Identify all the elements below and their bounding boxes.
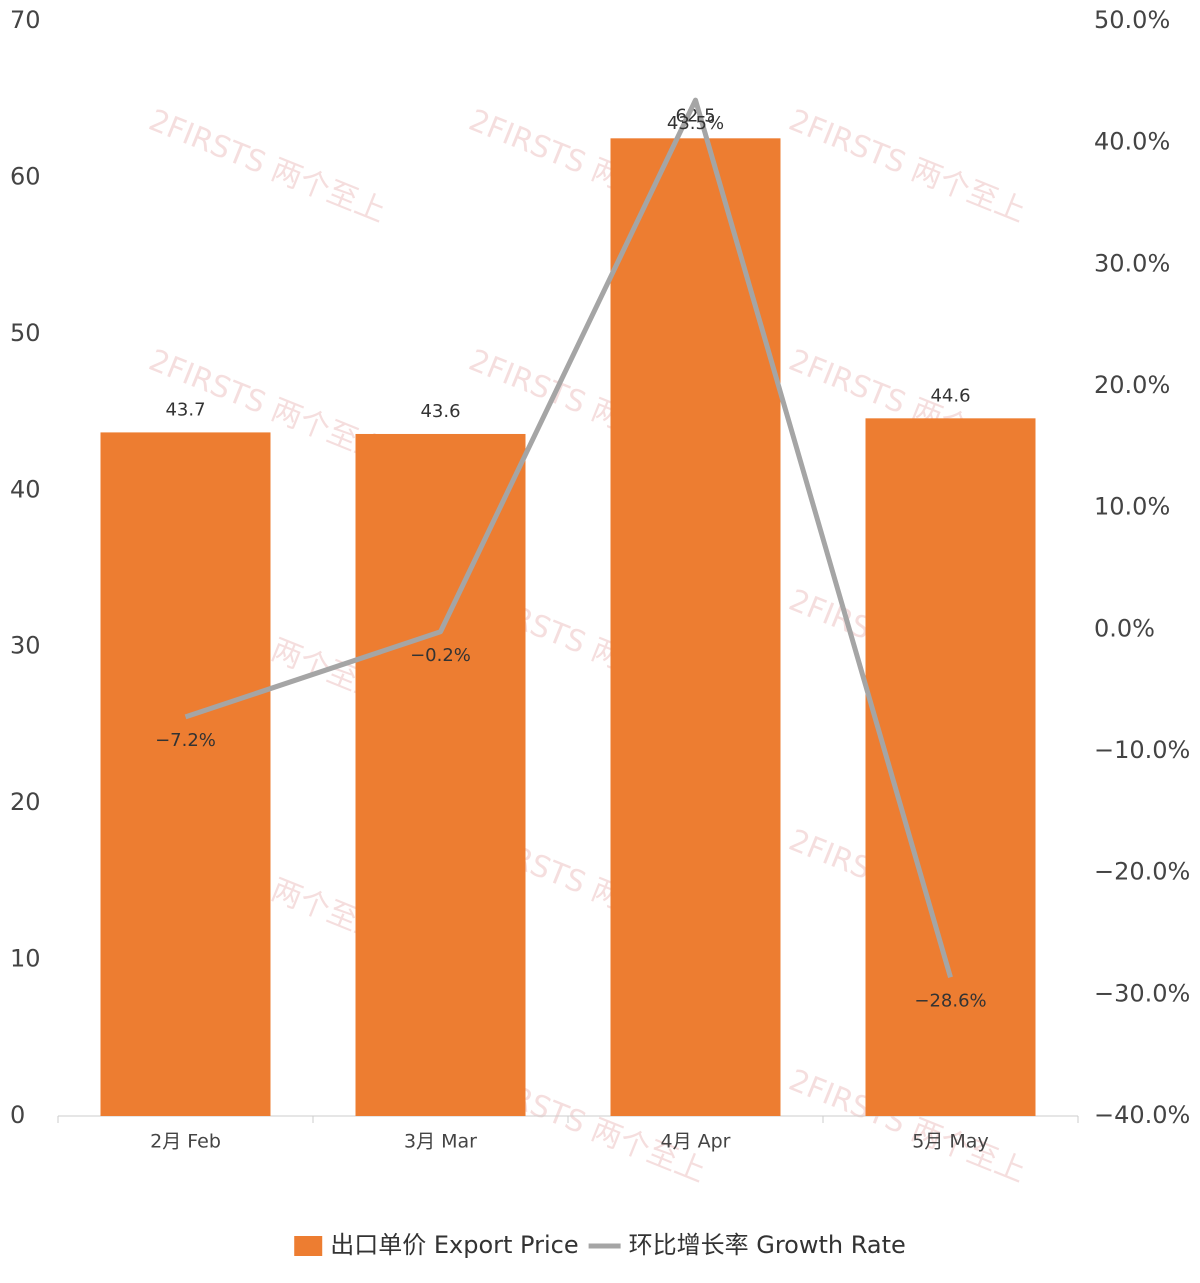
legend-swatch [294, 1236, 323, 1256]
y2-tick-label: 20.0% [1094, 371, 1170, 399]
x-tick-label: 3月 Mar [404, 1131, 477, 1153]
y2-tick-label: 50.0% [1094, 6, 1170, 34]
y2-tick-label: 40.0% [1094, 128, 1170, 156]
bar [865, 418, 1036, 1116]
y2-tick-label: 0.0% [1094, 614, 1155, 642]
line-value-label: −7.2% [155, 730, 216, 751]
y-tick-label: 10 [10, 945, 41, 973]
legend-label: 环比增长率 Growth Rate [629, 1231, 906, 1259]
line-value-label: −28.6% [914, 990, 986, 1011]
line [184, 97, 953, 978]
x-tick-label: 2月 Feb [150, 1131, 221, 1153]
bar-value-label: 44.6 [930, 385, 970, 406]
y-tick-label: 70 [10, 6, 41, 34]
y-tick-label: 20 [10, 788, 41, 816]
y2-tick-label: 30.0% [1094, 249, 1170, 277]
bar-value-label: 43.7 [165, 399, 205, 420]
y2-tick-label: −30.0% [1094, 979, 1190, 1007]
y2-tick-label: −10.0% [1094, 736, 1190, 764]
legend-label: 出口单价 Export Price [330, 1231, 578, 1259]
bar [100, 432, 271, 1117]
line-value-label: −0.2% [410, 645, 471, 666]
x-tick-label: 4月 Apr [661, 1131, 731, 1153]
bar [355, 433, 526, 1116]
y2-tick-label: −40.0% [1094, 1101, 1190, 1129]
watermark: 2FIRSTS 两个至上 [784, 103, 1031, 230]
watermark: 2FIRSTS 两个至上 [144, 103, 391, 230]
y-tick-label: 30 [10, 632, 41, 660]
y-tick-label: 60 [10, 162, 41, 190]
legend: 出口单价 Export Price 环比增长率 Growth Rate [294, 1231, 906, 1259]
line-value-label: 43.5% [667, 113, 724, 134]
y-tick-label: 0 [10, 1101, 25, 1129]
y-tick-label: 50 [10, 319, 41, 347]
y2-tick-label: 10.0% [1094, 493, 1170, 521]
bar [610, 138, 781, 1117]
x-tick-label: 5月 May [912, 1131, 988, 1153]
y-tick-label: 40 [10, 475, 41, 503]
bar-value-label: 43.6 [420, 401, 460, 422]
y2-tick-label: −20.0% [1094, 858, 1190, 886]
